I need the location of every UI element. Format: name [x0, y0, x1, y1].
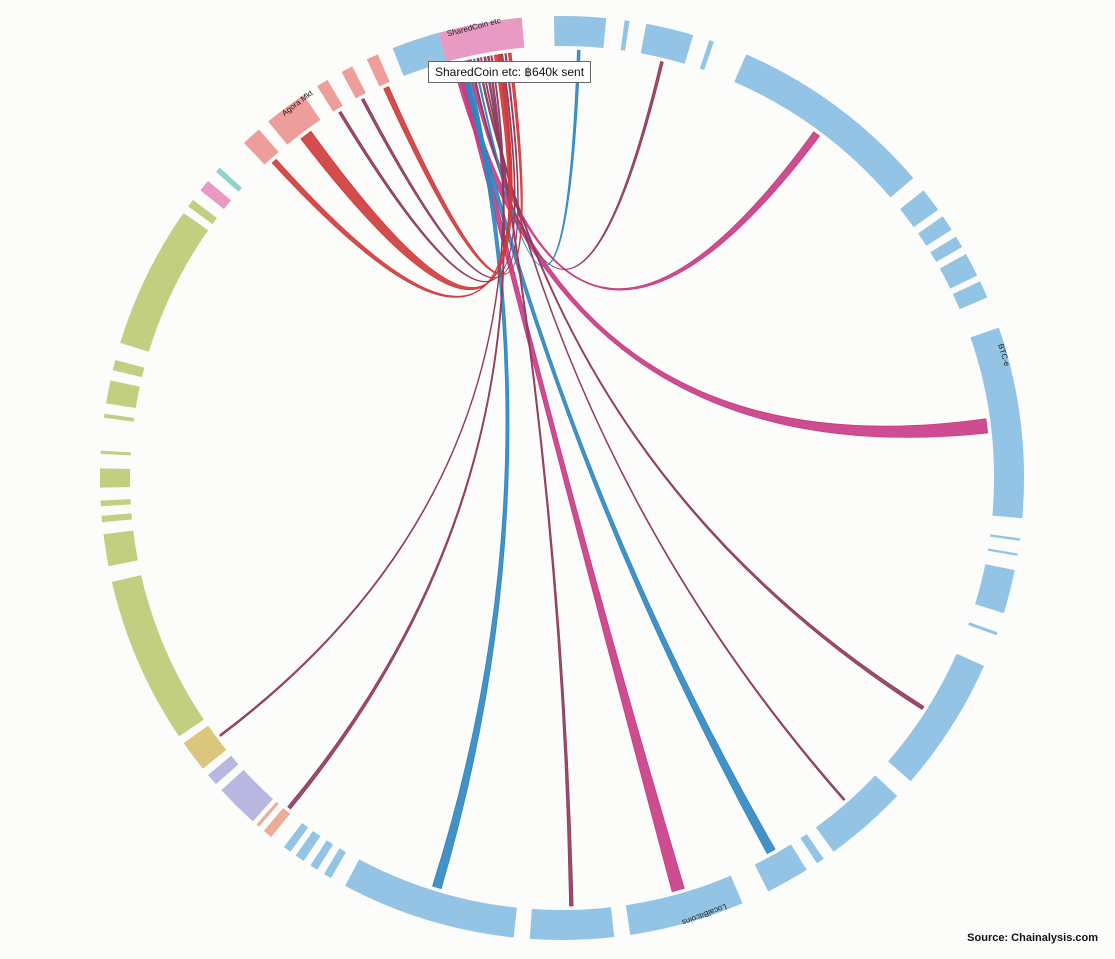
group-arc[interactable]: [800, 834, 824, 864]
group-arc[interactable]: [99, 468, 131, 488]
group-arc[interactable]: [324, 848, 346, 879]
chord-ribbon[interactable]: [287, 55, 505, 810]
group-arc[interactable]: [640, 23, 694, 64]
group-arc[interactable]: [215, 167, 242, 192]
group-arc[interactable]: [103, 413, 135, 422]
chord-ribbon[interactable]: [360, 53, 519, 279]
group-arc[interactable]: [939, 254, 978, 289]
group-arc[interactable]: [987, 548, 1018, 556]
chord-ribbon[interactable]: [479, 57, 846, 801]
group-arc[interactable]: [888, 653, 985, 782]
group-arc[interactable]: [699, 40, 714, 71]
group-arc[interactable]: [900, 190, 939, 228]
group-arc[interactable]: [990, 534, 1021, 541]
group-arc[interactable]: [243, 129, 279, 165]
group-arc[interactable]: [345, 859, 517, 938]
group-arc[interactable]: [283, 823, 309, 852]
chord-ribbon[interactable]: [383, 52, 523, 276]
chord-group-arcs: [99, 16, 1024, 940]
group-arc-localbitcoins[interactable]: [625, 875, 743, 935]
group-arc[interactable]: [815, 775, 898, 852]
group-arc[interactable]: [111, 575, 204, 737]
group-arc[interactable]: [263, 807, 291, 838]
group-arc[interactable]: [366, 54, 390, 87]
group-arc[interactable]: [754, 844, 807, 892]
group-arc[interactable]: [620, 20, 630, 51]
group-arc[interactable]: [101, 513, 132, 523]
chord-ribbon[interactable]: [219, 55, 505, 737]
group-arc-btc-e[interactable]: [970, 327, 1024, 519]
group-arc[interactable]: [200, 181, 232, 210]
chord-ribbons: [219, 49, 989, 907]
group-arc[interactable]: [553, 16, 607, 48]
group-arc[interactable]: [341, 66, 366, 99]
group-arc[interactable]: [208, 755, 239, 785]
chord-ribbon[interactable]: [432, 60, 510, 890]
group-arc[interactable]: [918, 216, 952, 246]
group-arc[interactable]: [106, 380, 140, 409]
chord-ribbon[interactable]: [476, 57, 925, 711]
group-arc[interactable]: [120, 213, 209, 352]
group-arc[interactable]: [968, 622, 998, 636]
group-arc[interactable]: [295, 831, 321, 862]
group-arc[interactable]: [183, 725, 227, 769]
group-arc[interactable]: [256, 802, 279, 827]
group-arc[interactable]: [529, 907, 615, 940]
group-arc[interactable]: [930, 236, 963, 262]
chord-ribbon[interactable]: [300, 53, 513, 290]
group-arc[interactable]: [112, 359, 145, 378]
group-arc[interactable]: [975, 564, 1015, 614]
group-arc[interactable]: [317, 79, 343, 112]
chord-ribbon[interactable]: [483, 56, 574, 907]
group-arc[interactable]: [221, 769, 273, 822]
chord-ribbon[interactable]: [455, 61, 685, 893]
group-arc[interactable]: [100, 499, 131, 507]
chord-ribbon[interactable]: [271, 53, 512, 298]
chord-ribbon[interactable]: [459, 60, 776, 855]
hover-tooltip: SharedCoin etc: ฿640k sent: [428, 61, 592, 83]
group-arc-sharedcoin-etc[interactable]: [430, 17, 525, 64]
group-arc[interactable]: [103, 530, 138, 567]
group-arc[interactable]: [100, 450, 131, 456]
chord-ribbon[interactable]: [338, 53, 516, 283]
group-arc[interactable]: [188, 199, 217, 225]
group-arc-agora-mkt[interactable]: [268, 94, 321, 145]
group-arc[interactable]: [734, 54, 914, 198]
source-credit: Source: Chainalysis.com: [967, 932, 1098, 944]
group-arc[interactable]: [310, 840, 334, 870]
group-arc[interactable]: [952, 281, 988, 310]
